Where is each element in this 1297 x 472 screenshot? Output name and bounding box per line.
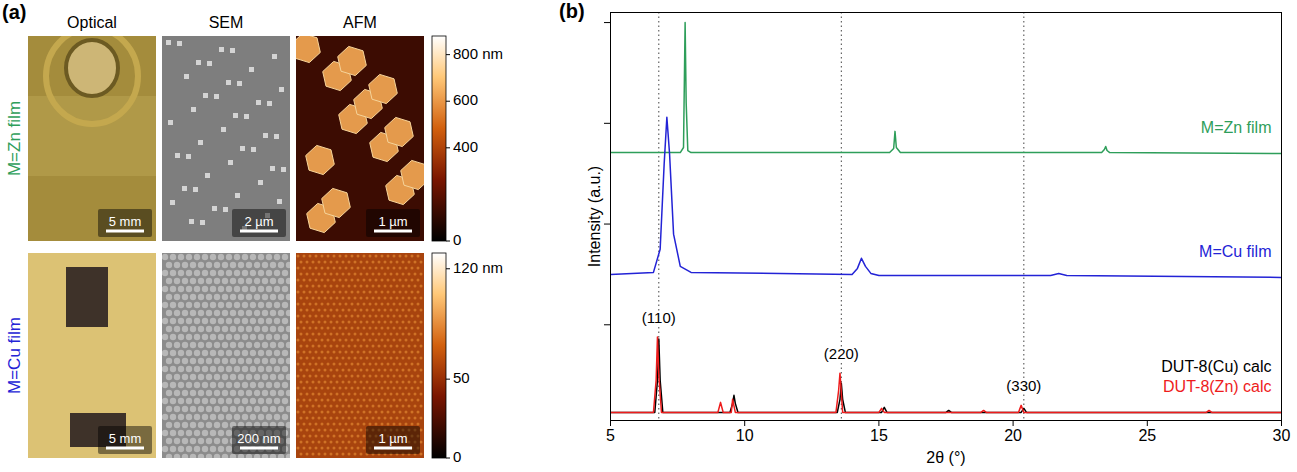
svg-text:DUT-8(Zn) calc: DUT-8(Zn) calc <box>1163 378 1271 395</box>
svg-text:400: 400 <box>453 138 478 155</box>
svg-text:M=Cu film: M=Cu film <box>5 317 24 394</box>
svg-text:Intensity (a.u.): Intensity (a.u.) <box>586 166 603 267</box>
svg-text:0: 0 <box>453 448 461 465</box>
svg-text:(330): (330) <box>1006 377 1041 394</box>
svg-text:30: 30 <box>1273 427 1291 444</box>
svg-text:0: 0 <box>453 231 461 248</box>
svg-text:2θ (°): 2θ (°) <box>926 449 965 466</box>
svg-text:120 nm: 120 nm <box>453 259 503 276</box>
svg-text:5: 5 <box>606 427 615 444</box>
svg-text:AFM: AFM <box>343 14 377 31</box>
svg-text:(a): (a) <box>2 1 26 23</box>
svg-text:M=Zn film: M=Zn film <box>1201 119 1272 136</box>
svg-text:DUT-8(Cu) calc: DUT-8(Cu) calc <box>1161 358 1271 375</box>
svg-text:25: 25 <box>1138 427 1156 444</box>
svg-text:1 µm: 1 µm <box>378 431 407 446</box>
svg-text:20: 20 <box>1004 427 1022 444</box>
svg-text:(220): (220) <box>824 345 859 362</box>
svg-text:600: 600 <box>453 91 478 108</box>
svg-text:2 µm: 2 µm <box>244 214 273 229</box>
svg-text:800 nm: 800 nm <box>453 45 503 62</box>
svg-text:15: 15 <box>870 427 888 444</box>
svg-text:5 mm: 5 mm <box>109 214 142 229</box>
svg-text:(110): (110) <box>642 309 676 326</box>
svg-text:SEM: SEM <box>209 14 244 31</box>
svg-text:200 nm: 200 nm <box>237 431 280 446</box>
svg-text:1 µm: 1 µm <box>378 214 407 229</box>
svg-text:10: 10 <box>736 427 754 444</box>
html-text:(b): (b) <box>559 0 585 22</box>
svg-text:Optical: Optical <box>67 14 117 31</box>
svg-text:5 mm: 5 mm <box>109 431 142 446</box>
svg-text:M=Zn film: M=Zn film <box>5 101 24 176</box>
svg-text:M=Cu film: M=Cu film <box>1199 243 1271 260</box>
svg-text:50: 50 <box>453 369 470 386</box>
